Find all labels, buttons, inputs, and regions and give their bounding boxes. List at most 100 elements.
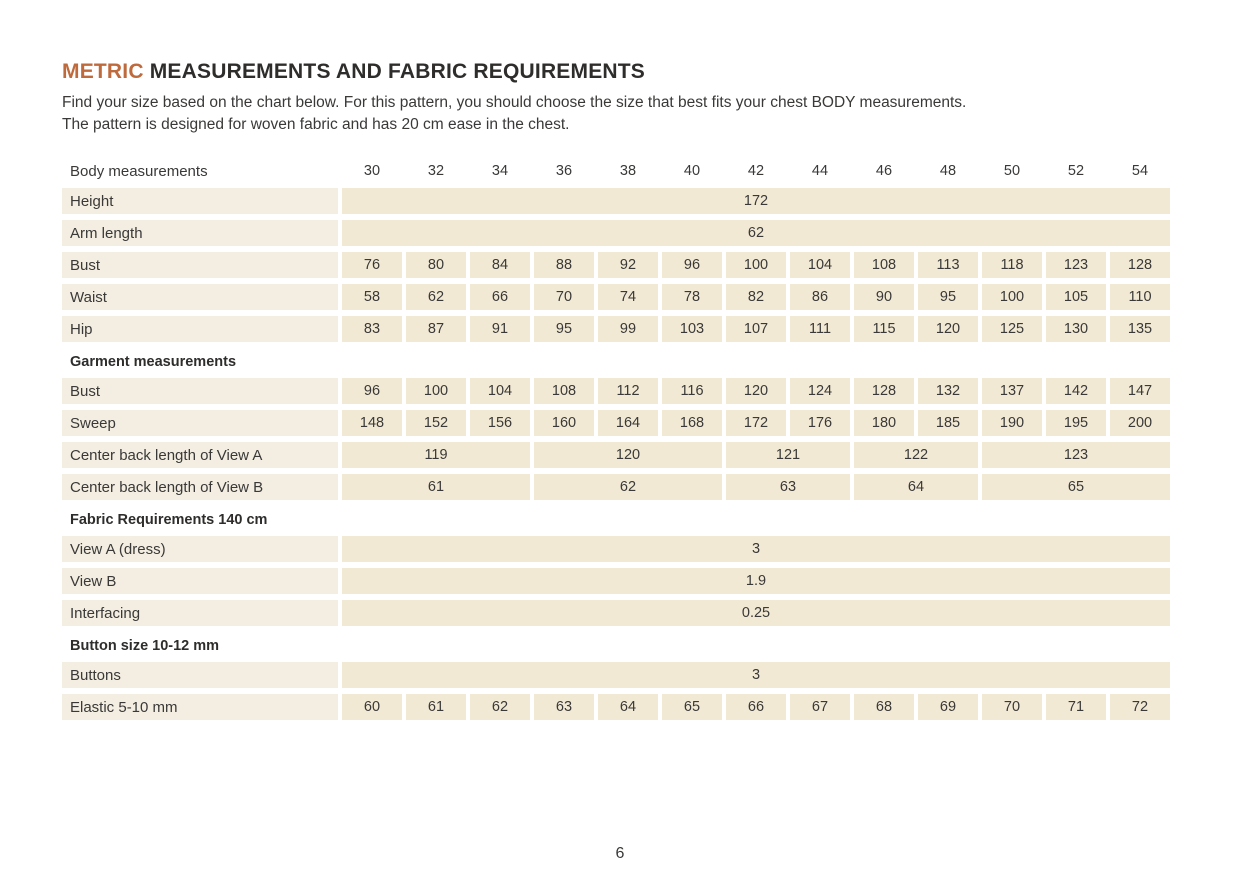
value-cell: 176 [790,410,850,436]
value-cell: 123 [1046,252,1106,278]
value-cell: 87 [406,316,466,342]
value-cell: 103 [662,316,722,342]
value-cell: 142 [1046,378,1106,404]
value-cell: 71 [1046,694,1106,720]
row-label: View B [62,568,338,594]
table-row-section-fabric: Fabric Requirements 140 cm [62,506,1170,530]
row-label: Interfacing [62,600,338,626]
value-cell: 76 [342,252,402,278]
value-cell: 132 [918,378,978,404]
value-cell: 121 [726,442,850,468]
row-label: Center back length of View A [62,442,338,468]
value-cell: 108 [534,378,594,404]
intro-paragraph: Find your size based on the chart below.… [62,92,1182,136]
value-cell: 118 [982,252,1042,278]
table-row-section-button: Button size 10-12 mm [62,632,1170,656]
intro-line-2: The pattern is designed for woven fabric… [62,116,570,133]
header-label: Body measurements [70,162,208,180]
value-cell: 115 [854,316,914,342]
value-cell: 160 [534,410,594,436]
value-cell: 104 [790,252,850,278]
value-cell: 100 [406,378,466,404]
row-label: Waist [62,284,338,310]
row-label: Height [62,188,338,214]
section-heading: Garment measurements [70,354,237,370]
value-cell: 0.25 [342,600,1170,626]
value-cell: 96 [662,252,722,278]
value-cell: 64 [854,474,978,500]
value-cell: 156 [470,410,530,436]
value-cell: 3 [342,662,1170,688]
value-cell: 96 [342,378,402,404]
value-cell: 128 [854,378,914,404]
value-cell: 112 [598,378,658,404]
value-cell: 62 [470,694,530,720]
table-row-view-a-dress: View A (dress) 3 [62,536,1170,562]
value-cell: 82 [726,284,786,310]
value-cell: 147 [1110,378,1170,404]
row-label: Center back length of View B [62,474,338,500]
size-header: 50 [1003,163,1021,179]
table-row-center-back-view-b: Center back length of View B 61 62 63 64… [62,474,1170,500]
table-row-elastic: Elastic 5-10 mm 60 61 62 63 64 65 66 67 … [62,694,1170,720]
value-cell: 190 [982,410,1042,436]
value-cell: 185 [918,410,978,436]
value-cell: 64 [598,694,658,720]
value-cell: 68 [854,694,914,720]
value-cell: 120 [534,442,722,468]
value-cell: 120 [918,316,978,342]
value-cell: 128 [1110,252,1170,278]
table-row-body-bust: Bust 76 80 84 88 92 96 100 104 108 113 1… [62,252,1170,278]
value-cell: 100 [982,284,1042,310]
size-header: 44 [811,163,829,179]
value-cell: 100 [726,252,786,278]
value-cell: 104 [470,378,530,404]
size-header: 46 [875,163,893,179]
table-row-waist: Waist 58 62 66 70 74 78 82 86 90 95 100 … [62,284,1170,310]
table-row-size-header: Body measurements 30 32 34 36 38 40 42 4… [62,160,1170,182]
value-cell: 137 [982,378,1042,404]
table-row-section-garment: Garment measurements [62,348,1170,372]
value-cell: 95 [918,284,978,310]
size-header: 36 [555,163,573,179]
value-cell: 99 [598,316,658,342]
page-title-rest: MEASUREMENTS AND FABRIC REQUIREMENTS [143,60,646,83]
value-cell: 91 [470,316,530,342]
value-cell: 168 [662,410,722,436]
value-cell: 95 [534,316,594,342]
value-cell: 60 [342,694,402,720]
value-cell: 90 [854,284,914,310]
value-cell: 62 [534,474,722,500]
value-cell: 78 [662,284,722,310]
value-cell: 70 [982,694,1042,720]
value-cell: 113 [918,252,978,278]
value-cell: 92 [598,252,658,278]
value-cell: 124 [790,378,850,404]
table-row-view-b: View B 1.9 [62,568,1170,594]
page-title-accent: METRIC [62,60,144,83]
table-row-sweep: Sweep 148 152 156 160 164 168 172 176 18… [62,410,1170,436]
size-header: 30 [363,163,381,179]
measurements-table: Body measurements 30 32 34 36 38 40 42 4… [58,154,1174,726]
row-label: Bust [62,378,338,404]
value-cell: 61 [406,694,466,720]
table-row-center-back-view-a: Center back length of View A 119 120 121… [62,442,1170,468]
page-title: METRIC MEASUREMENTS AND FABRIC REQUIREME… [62,60,1182,84]
value-cell: 3 [342,536,1170,562]
row-label: Elastic 5-10 mm [62,694,338,720]
size-header: 34 [491,163,509,179]
value-cell: 84 [470,252,530,278]
value-cell: 110 [1110,284,1170,310]
value-cell: 58 [342,284,402,310]
value-cell: 88 [534,252,594,278]
row-label: View A (dress) [62,536,338,562]
section-heading: Button size 10-12 mm [70,638,220,654]
value-cell: 61 [342,474,530,500]
value-cell: 62 [342,220,1170,246]
table-row-arm-length: Arm length 62 [62,220,1170,246]
value-cell: 66 [726,694,786,720]
value-cell: 108 [854,252,914,278]
row-label: Arm length [62,220,338,246]
value-cell: 172 [726,410,786,436]
row-label: Buttons [62,662,338,688]
